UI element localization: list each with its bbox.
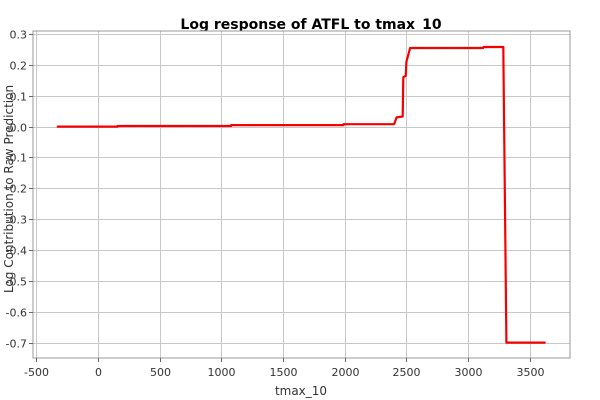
y-tick-label: -0.5 [6, 276, 27, 289]
chart-title: Log response of ATFL to tmax_10 [180, 17, 441, 33]
x-tick-label: 3000 [455, 366, 483, 379]
y-tick-label: 0.3 [10, 29, 28, 42]
y-axis-label: Log Contribution to Raw Prediction [2, 85, 16, 293]
y-tick-label: -0.2 [6, 183, 27, 196]
plot-frame [32, 30, 571, 359]
y-tick-label: 0.2 [10, 60, 28, 73]
series-points [57, 46, 545, 344]
y-tick-label: 0.1 [10, 91, 28, 104]
x-tick-label: 2500 [393, 366, 421, 379]
y-tick-label: -0.0 [6, 122, 27, 135]
plot-area [33, 31, 570, 358]
x-tick-label: 3500 [517, 366, 545, 379]
axes: -500 0 500 1000 1500 2000 2500 3000 3500 0.3 0.2 0.… [6, 29, 545, 380]
y-tick-label: -0.6 [6, 307, 27, 320]
y-tick-label: -0.4 [6, 245, 27, 258]
grid [33, 31, 570, 358]
y-tick-label: -0.1 [6, 152, 27, 165]
x-tick-label: 500 [150, 366, 171, 379]
x-tick-label: -500 [24, 366, 49, 379]
y-tick-label: -0.7 [6, 338, 27, 351]
x-tick-label: 0 [95, 366, 102, 379]
x-tick-label: 1500 [270, 366, 298, 379]
x-tick-label: 2000 [332, 366, 360, 379]
series-layer [56, 45, 546, 344]
x-axis-label: tmax_10 [275, 384, 327, 398]
x-tick-label: 1000 [208, 366, 236, 379]
y-tick-label: -0.3 [6, 214, 27, 227]
